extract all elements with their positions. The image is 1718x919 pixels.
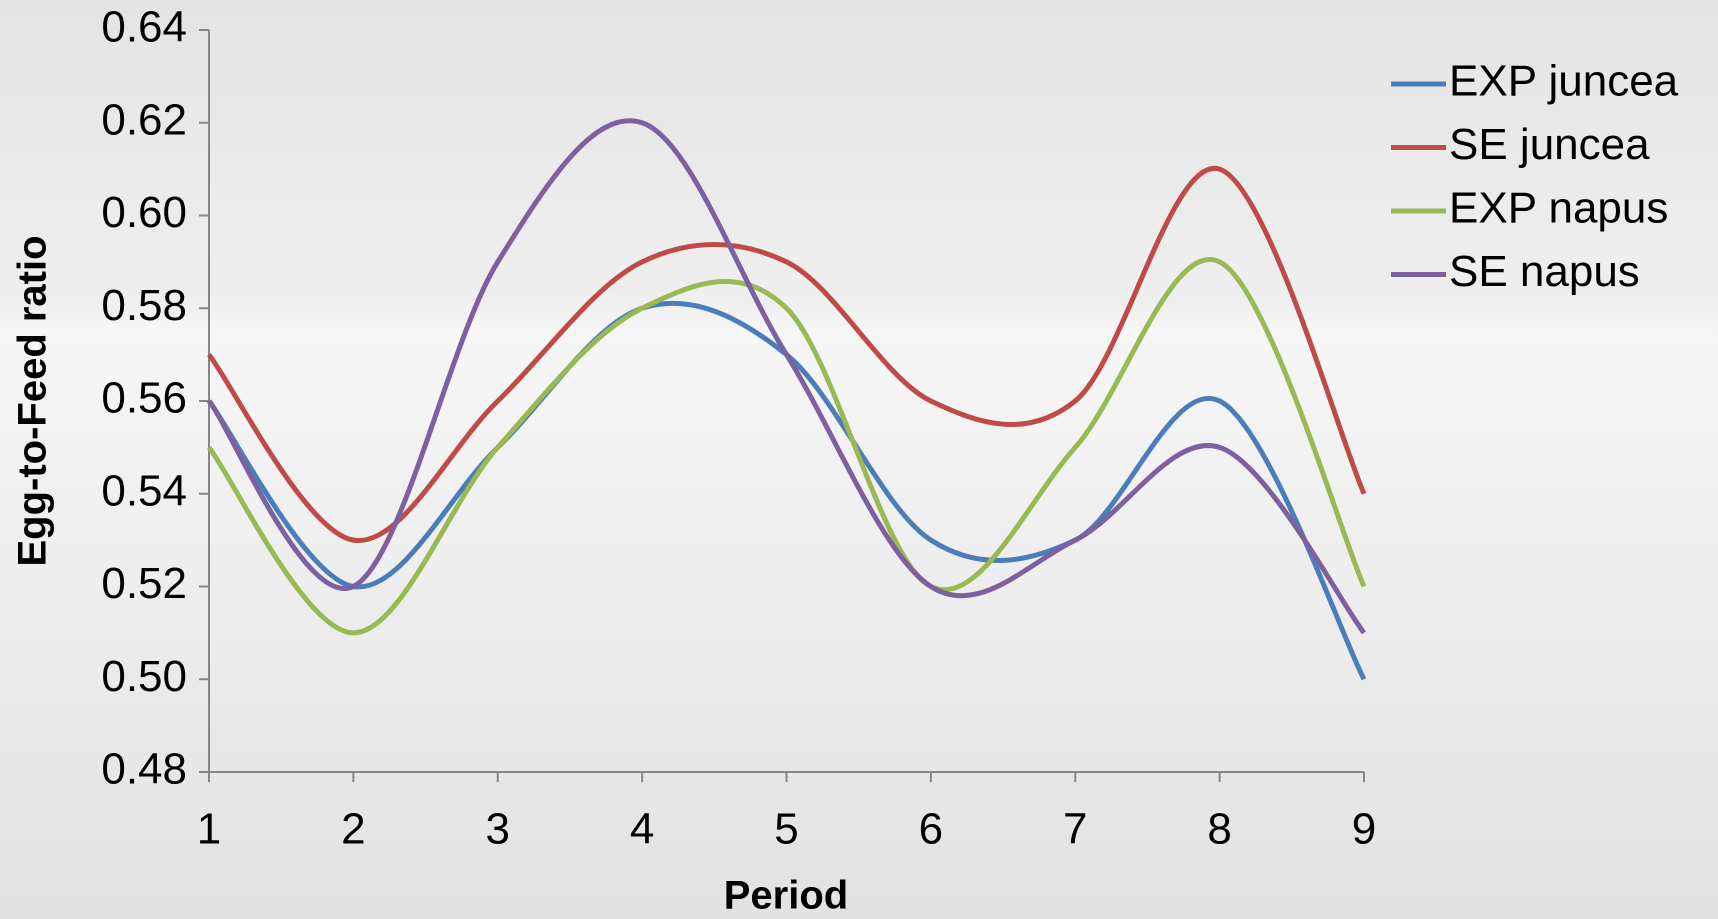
series-line: [207, 257, 1367, 636]
y-tick-label: 0.60: [101, 188, 187, 237]
y-tick-label: 0.54: [101, 466, 187, 515]
x-tick-label: 1: [197, 805, 221, 854]
x-tick-label: 6: [919, 805, 943, 854]
y-tick-label: 0.64: [101, 3, 187, 52]
legend-label: EXP juncea: [1449, 57, 1679, 106]
legend-label: EXP napus: [1449, 184, 1668, 233]
series-line: [207, 300, 1367, 681]
legend-label: SE juncea: [1449, 120, 1650, 169]
x-tick-label: 4: [630, 805, 654, 854]
y-tick-label: 0.58: [101, 281, 187, 330]
x-tick-label: 9: [1352, 805, 1376, 854]
x-tick-label: 8: [1207, 805, 1231, 854]
legend-label: SE napus: [1449, 247, 1640, 296]
x-tick-label: 5: [774, 805, 798, 854]
y-tick-label: 0.56: [101, 374, 187, 423]
y-axis-title: Egg-to-Feed ratio: [11, 235, 55, 566]
y-tick-label: 0.62: [101, 95, 187, 144]
series-line: [207, 118, 1366, 635]
y-tick-label: 0.48: [101, 745, 187, 794]
x-tick-label: 2: [341, 805, 365, 854]
x-tick-label: 7: [1063, 805, 1087, 854]
x-axis-title: Period: [724, 874, 848, 918]
y-tick-label: 0.50: [101, 652, 187, 701]
x-tick-label: 3: [486, 805, 510, 854]
y-tick-label: 0.52: [101, 559, 187, 608]
